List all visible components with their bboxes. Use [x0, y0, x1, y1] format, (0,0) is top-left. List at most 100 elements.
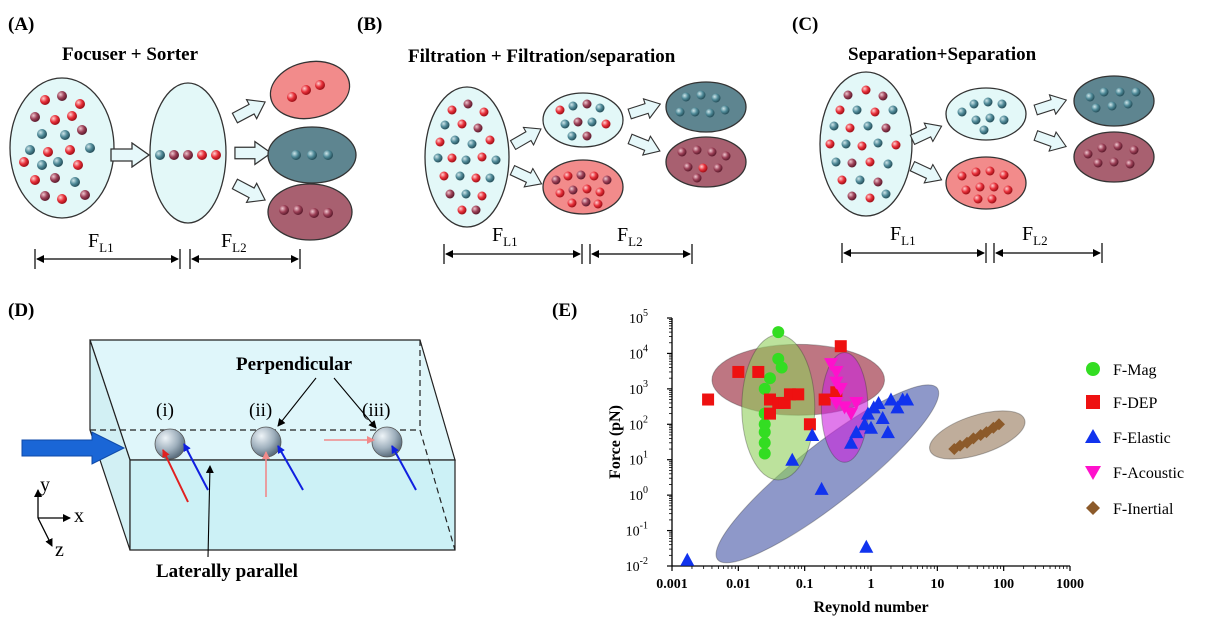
- legend-marker-f-acoustic: [1085, 466, 1101, 480]
- panel-c-title: Separation+Separation: [848, 44, 1037, 65]
- legend-label-f-mag: F-Mag: [1113, 362, 1157, 379]
- y-tick-label: 102: [629, 414, 648, 433]
- data-point-f-elastic: [875, 411, 890, 425]
- legend-marker-f-dep: [1086, 395, 1100, 409]
- panel-b-tag: (B): [357, 14, 382, 35]
- teal-stream-particles: [957, 97, 1009, 135]
- y-tick-label: 10-1: [626, 521, 648, 540]
- legend-marker-f-elastic: [1085, 429, 1101, 443]
- red-outlet-ellipse: [945, 156, 1027, 210]
- data-point-f-dep: [763, 407, 776, 420]
- panel-c: (C) Separation+Separation: [792, 14, 1155, 263]
- inlet-particles: [19, 91, 95, 204]
- data-point-f-mag: [758, 436, 771, 449]
- data-point-f-acoustic: [844, 407, 859, 421]
- data-point-f-acoustic: [824, 358, 839, 372]
- panel-c-tag: (C): [792, 14, 818, 35]
- data-point-f-elastic: [859, 539, 874, 553]
- x-tick-label: 100: [993, 577, 1014, 592]
- filtered-particles: [555, 99, 611, 141]
- data-point-f-elastic: [849, 425, 864, 439]
- inlet-particles: [433, 99, 501, 215]
- flow-arrow-icon: [507, 160, 547, 194]
- data-point-f-elastic: [805, 427, 820, 441]
- data-point-f-elastic: [871, 395, 886, 409]
- leader-arrow-icon: [205, 465, 214, 558]
- blue-force-arrow-icon: [277, 445, 304, 491]
- data-point-f-elastic: [890, 400, 905, 414]
- flow-arrow-icon: [625, 129, 665, 161]
- panel-a-title: Focuser + Sorter: [62, 44, 199, 65]
- y-tick-label: 103: [629, 379, 648, 398]
- leader-arrow-icon: [333, 377, 377, 429]
- flow-arrow-icon: [110, 142, 150, 168]
- data-point-f-mag: [772, 326, 785, 339]
- data-point-f-dep: [834, 340, 847, 353]
- x-axis-label: Reynold number: [813, 599, 928, 616]
- y-tick-label: 104: [629, 343, 648, 362]
- flow-arrow-icon: [907, 116, 947, 150]
- data-point-f-elastic: [880, 425, 895, 439]
- data-point-f-mag: [758, 382, 771, 395]
- position-ii-label: (ii): [249, 400, 272, 421]
- focused-particles: [155, 150, 221, 160]
- panel-b: (B) Filtration + Filtration/separation: [357, 14, 747, 264]
- panel-a-tag: (A): [8, 14, 34, 35]
- legend-label-f-elastic: F-Elastic: [1113, 430, 1171, 447]
- data-point-f-elastic: [844, 435, 859, 449]
- filtered-stream-ellipse: [542, 92, 624, 148]
- data-point-f-acoustic: [829, 365, 844, 379]
- position-iii-label: (iii): [362, 400, 391, 421]
- flow-arrow-icon: [507, 119, 547, 155]
- x-tick-label: 10: [930, 577, 944, 592]
- flow-arrow-icon: [907, 156, 947, 190]
- legend-label-f-acoustic: F-Acoustic: [1113, 465, 1184, 482]
- inflow-arrow-icon: [21, 431, 126, 465]
- chart-legend: F-Mag F-DEP F-Elastic F-Acoustic F-Inert…: [1085, 362, 1184, 518]
- fl1-label: FL1: [890, 223, 916, 248]
- flow-arrow-icon: [229, 173, 271, 211]
- blue-force-arrow-icon: [183, 443, 209, 491]
- flow-arrow-icon: [234, 140, 272, 166]
- data-point-f-mag: [758, 447, 771, 460]
- maroon-outlet-ellipse: [665, 136, 747, 188]
- data-point-f-elastic: [883, 392, 898, 406]
- flow-arrow-icon: [626, 93, 664, 125]
- legend-label-f-dep: F-DEP: [1113, 395, 1158, 412]
- position-i-label: (i): [156, 400, 174, 421]
- data-point-f-acoustic: [849, 396, 864, 410]
- data-point-f-elastic: [814, 481, 829, 495]
- flow-arrow-icon: [1031, 125, 1071, 157]
- axis-y-label: y: [40, 474, 50, 496]
- force-vs-reynolds-chart: 0.001 0.01 0.1 1 10 100 1000 10-2 10-1 100 101 102 1…: [607, 308, 1084, 616]
- panel-a: (A) Focuser + Sorter: [8, 14, 357, 269]
- teal-outlet-ellipse: [1073, 75, 1155, 127]
- panel-d: (D) (i) (ii) (iii) Perpendicular Lateral…: [8, 300, 456, 582]
- inlet-particles: [825, 85, 901, 203]
- data-point-f-mag: [775, 361, 788, 374]
- panel-d-tag: (D): [8, 300, 34, 321]
- data-point-f-dep: [803, 418, 816, 431]
- rejected-particles: [551, 170, 612, 209]
- flow-arrow-icon: [1032, 89, 1070, 121]
- panel-b-title: Filtration + Filtration/separation: [408, 46, 676, 67]
- data-point-f-acoustic: [829, 396, 844, 410]
- maroon-outlet-particles: [1083, 141, 1139, 169]
- fl2-label: FL2: [1022, 223, 1048, 248]
- teal-stream-ellipse: [945, 87, 1027, 141]
- laterally-parallel-label: Laterally parallel: [156, 561, 298, 582]
- x-tick-label: 0.01: [726, 577, 751, 592]
- data-point-f-dep: [732, 365, 745, 378]
- y-tick-label: 100: [629, 485, 648, 504]
- fl2-label: FL2: [617, 224, 643, 249]
- red-stream-particles: [957, 166, 1013, 204]
- panel-e-tag: (E): [552, 300, 577, 321]
- x-tick-label: 0.1: [796, 577, 814, 592]
- data-point-f-elastic: [900, 392, 915, 406]
- perpendicular-label: Perpendicular: [236, 354, 353, 375]
- fl2-label: FL2: [221, 230, 247, 255]
- fl1-label: FL1: [88, 230, 114, 255]
- flow-arrow-icon: [229, 91, 271, 129]
- fl1-label: FL1: [492, 224, 518, 249]
- data-point-f-dep: [752, 365, 765, 378]
